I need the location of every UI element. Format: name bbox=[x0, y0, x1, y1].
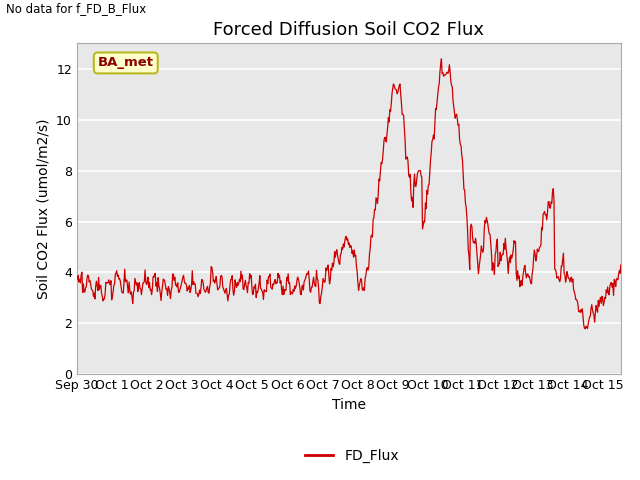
Y-axis label: Soil CO2 Flux (umol/m2/s): Soil CO2 Flux (umol/m2/s) bbox=[36, 119, 51, 299]
Title: Forced Diffusion Soil CO2 Flux: Forced Diffusion Soil CO2 Flux bbox=[213, 21, 484, 39]
Text: No data for f_FD_B_Flux: No data for f_FD_B_Flux bbox=[6, 2, 147, 15]
X-axis label: Time: Time bbox=[332, 398, 366, 412]
Text: BA_met: BA_met bbox=[98, 57, 154, 70]
Legend: FD_Flux: FD_Flux bbox=[300, 443, 404, 468]
